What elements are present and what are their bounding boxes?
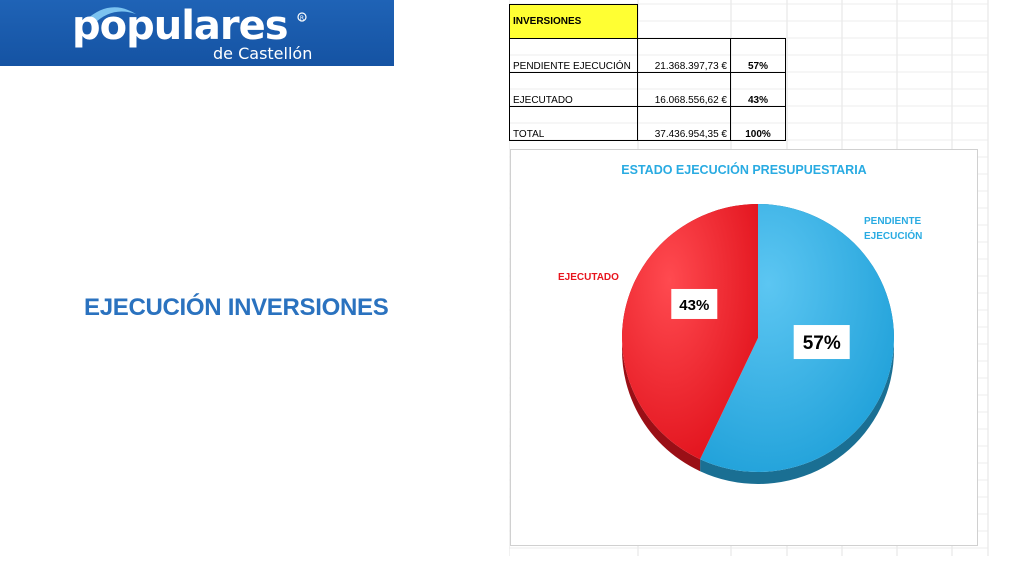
row-amount[interactable]: 21.368.397,73 € [637, 37, 731, 73]
chart-title: ESTADO EJECUCIÓN PRESUPUESTARIA [621, 162, 866, 177]
data-label: 57% [803, 333, 841, 354]
row-pct[interactable]: 100% [730, 105, 786, 141]
category-label: PENDIENTE EJECUCIÓN [864, 216, 922, 242]
pie-slice-ejecutado[interactable] [622, 204, 758, 460]
row-label[interactable]: PENDIENTE EJECUCIÓN [509, 37, 638, 73]
logo-text: populares [72, 3, 289, 49]
slide-title: EJECUCIÓN INVERSIONES [84, 294, 389, 321]
row-amount[interactable]: 16.068.556,62 € [637, 71, 731, 107]
row-label[interactable]: EJECUTADO [509, 71, 638, 107]
category-label: EJECUTADO [558, 272, 619, 283]
logo-subtext: de Castellón [213, 44, 313, 63]
row-pct[interactable]: 57% [730, 37, 786, 73]
row-pct[interactable]: 43% [730, 71, 786, 107]
row-label[interactable]: TOTAL [509, 105, 638, 141]
data-label-box [671, 288, 718, 319]
table-row: TOTAL 37.436.954,35 € 100% [509, 105, 786, 141]
data-label: 43% [679, 297, 709, 314]
pie-chart-area[interactable]: ESTADO EJECUCIÓN PRESUPUESTARIA 57% PENDI… [510, 149, 978, 546]
table-header-row: INVERSIONES [509, 4, 786, 39]
logo-banner: R populares de Castellón [0, 0, 394, 66]
pie-chart: ESTADO EJECUCIÓN PRESUPUESTARIA 57% PENDI… [558, 162, 922, 484]
data-label-box [793, 325, 850, 360]
table-row: EJECUTADO 16.068.556,62 € 43% [509, 71, 786, 107]
row-amount[interactable]: 37.436.954,35 € [637, 105, 731, 141]
table-header-cell[interactable]: INVERSIONES [509, 4, 638, 39]
svg-text:R: R [300, 15, 304, 22]
table-row: PENDIENTE EJECUCIÓN 21.368.397,73 € 57% [509, 37, 786, 73]
investment-table: INVERSIONES PENDIENTE EJECUCIÓN 21.368.3… [509, 4, 786, 141]
logo-seagull-icon: R [86, 7, 307, 25]
